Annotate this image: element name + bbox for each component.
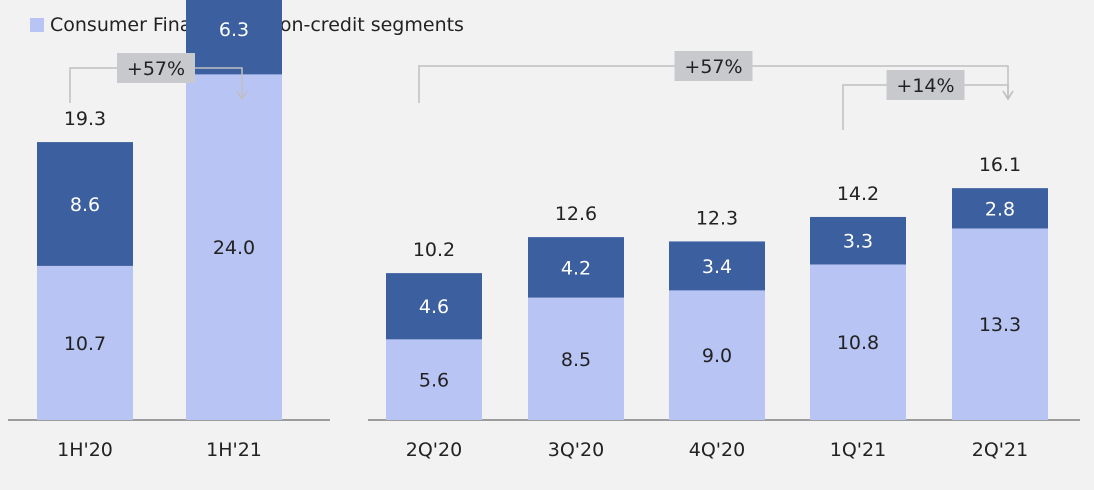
total-label: 12.3 (696, 207, 738, 229)
bar-consumer-finance-1H'21 (186, 74, 282, 421)
bar-non-credit-1H'20 (37, 142, 133, 266)
growth-badge (886, 70, 965, 100)
value-label-consumer-finance: 5.6 (419, 370, 449, 392)
value-label-consumer-finance: 10.8 (837, 332, 879, 354)
value-label-non-credit: 3.3 (843, 231, 873, 253)
value-label-consumer-finance: 24.0 (213, 237, 255, 259)
bar-non-credit-4Q'20 (669, 241, 765, 291)
total-label: 16.1 (979, 154, 1021, 176)
legend: Consumer Finance Non-credit segments (30, 14, 464, 36)
value-label-consumer-finance: 10.7 (64, 333, 106, 355)
value-label-non-credit: 4.2 (561, 257, 591, 279)
bar-consumer-finance-1H'20 (37, 265, 133, 420)
legend-label-consumer-finance: Consumer Finance (50, 14, 226, 36)
x-tick-label: 1H'21 (206, 439, 262, 461)
value-label-non-credit: 3.4 (702, 256, 732, 278)
value-label-consumer-finance: 8.5 (561, 349, 591, 371)
growth-badge (117, 53, 195, 83)
total-label: 19.3 (64, 108, 106, 130)
x-tick-label: 1Q'21 (830, 439, 886, 461)
bar-consumer-finance-2Q'21 (952, 228, 1048, 420)
bar-non-credit-2Q'21 (952, 188, 1048, 229)
growth-badge-label: +14% (896, 75, 954, 97)
x-tick-label: 2Q'21 (972, 439, 1028, 461)
growth-badge (674, 51, 753, 81)
bar-non-credit-2Q'20 (386, 273, 482, 340)
bar-non-credit-1H'21 (186, 0, 282, 75)
legend-label-non-credit: Non-credit segments (265, 14, 464, 36)
value-label-non-credit: 8.6 (70, 194, 100, 216)
x-tick-label: 3Q'20 (548, 439, 604, 461)
bar-consumer-finance-1Q'21 (810, 264, 906, 420)
growth-arrowhead (236, 90, 248, 101)
value-label-consumer-finance: 13.3 (979, 314, 1021, 336)
bar-non-credit-1Q'21 (810, 216, 906, 265)
x-tick-label: 1H'20 (57, 439, 113, 461)
legend-swatch-consumer-finance (30, 18, 44, 32)
value-label-non-credit: 2.8 (985, 198, 1015, 220)
value-label-consumer-finance: 9.0 (702, 345, 732, 367)
value-label-non-credit: 6.3 (219, 19, 249, 41)
value-label-non-credit: 4.6 (419, 296, 449, 318)
bar-non-credit-3Q'20 (528, 237, 624, 298)
bar-consumer-finance-4Q'20 (669, 290, 765, 420)
total-label: 12.6 (555, 203, 597, 225)
bar-consumer-finance-2Q'20 (386, 339, 482, 420)
bar-consumer-finance-3Q'20 (528, 297, 624, 420)
growth-badge-label: +57% (127, 58, 185, 80)
growth-arrowhead (1002, 90, 1014, 101)
x-tick-label: 2Q'20 (406, 439, 462, 461)
growth-badge-label: +57% (684, 56, 742, 78)
total-label: 10.2 (413, 239, 455, 261)
legend-item-consumer-finance: Consumer Finance (30, 14, 226, 36)
x-tick-label: 4Q'20 (689, 439, 745, 461)
total-label: 14.2 (837, 183, 879, 205)
